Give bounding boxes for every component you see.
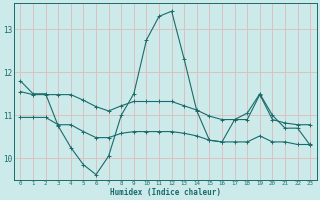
X-axis label: Humidex (Indice chaleur): Humidex (Indice chaleur) xyxy=(110,188,221,197)
